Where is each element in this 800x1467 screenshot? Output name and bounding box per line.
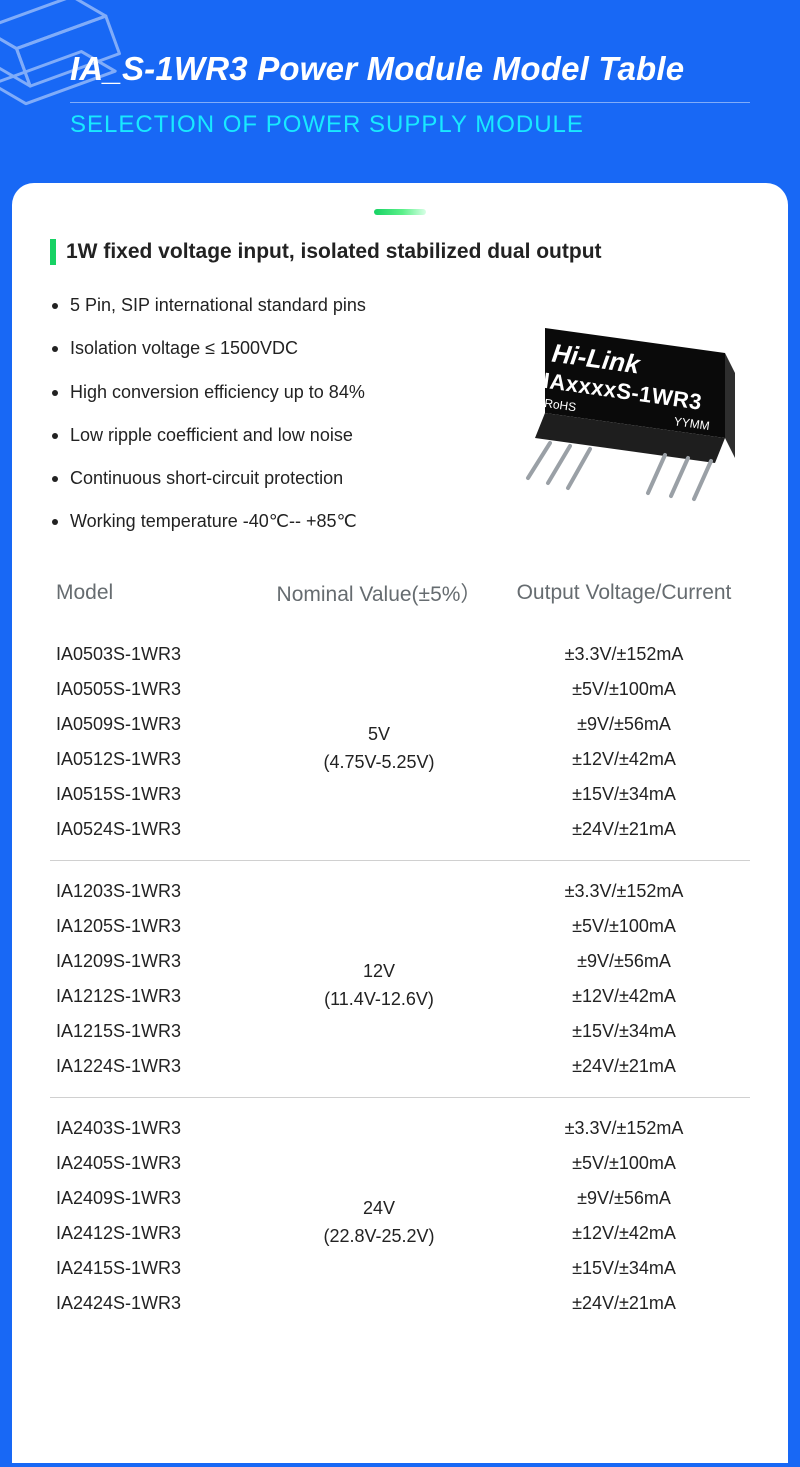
cell-model: IA0505S-1WR3 [50,672,260,707]
hero: IA_S-1WR3 Power Module Model Table SELEC… [0,0,800,169]
cell-model: IA0524S-1WR3 [50,812,260,861]
table-group: IA2403S-1WR324V(22.8V-25.2V)±3.3V/±152mA… [50,1098,750,1335]
cell-output: ±9V/±56mA [498,1181,750,1216]
cell-output: ±12V/±42mA [498,742,750,777]
cell-output: ±3.3V/±152mA [498,861,750,910]
cell-output: ±24V/±21mA [498,1286,750,1334]
nominal-range: (11.4V-12.6V) [266,986,492,1014]
feature-item: High conversion efficiency up to 84% [50,380,470,405]
cell-output: ±9V/±56mA [498,707,750,742]
cell-model: IA1215S-1WR3 [50,1014,260,1049]
table-header: Model Nominal Value(±5%） Output Voltage/… [50,570,750,624]
cell-output: ±3.3V/±152mA [498,624,750,672]
cell-model: IA2424S-1WR3 [50,1286,260,1334]
nominal-value: 5V [266,721,492,749]
table-group: IA1203S-1WR312V(11.4V-12.6V)±3.3V/±152mA… [50,861,750,1098]
cell-model: IA1203S-1WR3 [50,861,260,910]
cell-nominal: 5V(4.75V-5.25V) [260,624,498,861]
cell-output: ±24V/±21mA [498,812,750,861]
cell-model: IA2415S-1WR3 [50,1251,260,1286]
feature-item: 5 Pin, SIP international standard pins [50,293,470,318]
cell-output: ±5V/±100mA [498,1146,750,1181]
nominal-value: 24V [266,1195,492,1223]
table-group: IA0503S-1WR35V(4.75V-5.25V)±3.3V/±152mAI… [50,624,750,861]
model-table: Model Nominal Value(±5%） Output Voltage/… [50,570,750,1334]
feature-item: Isolation voltage ≤ 1500VDC [50,336,470,361]
col-nominal: Nominal Value(±5%） [260,570,498,624]
page-title: IA_S-1WR3 Power Module Model Table [70,50,750,88]
content-card: 1W fixed voltage input, isolated stabili… [12,183,788,1463]
cell-output: ±15V/±34mA [498,777,750,812]
table-row: IA2403S-1WR324V(22.8V-25.2V)±3.3V/±152mA [50,1098,750,1147]
cell-output: ±15V/±34mA [498,1251,750,1286]
cell-model: IA2405S-1WR3 [50,1146,260,1181]
nominal-range: (22.8V-25.2V) [266,1223,492,1251]
cell-output: ±12V/±42mA [498,979,750,1014]
cell-output: ±5V/±100mA [498,909,750,944]
feature-item: Working temperature -40℃-- +85℃ [50,509,470,534]
nominal-range: (4.75V-5.25V) [266,749,492,777]
feature-row: 5 Pin, SIP international standard pins I… [50,293,750,552]
col-output: Output Voltage/Current [498,570,750,624]
cell-model: IA2409S-1WR3 [50,1181,260,1216]
accent-bar [374,209,426,215]
cell-model: IA0512S-1WR3 [50,742,260,777]
table-row: IA1203S-1WR312V(11.4V-12.6V)±3.3V/±152mA [50,861,750,910]
cell-model: IA2403S-1WR3 [50,1098,260,1147]
cell-output: ±24V/±21mA [498,1049,750,1098]
section-title: 1W fixed voltage input, isolated stabili… [50,239,750,265]
cell-output: ±9V/±56mA [498,944,750,979]
nominal-value: 12V [266,958,492,986]
cell-model: IA1224S-1WR3 [50,1049,260,1098]
cell-output: ±15V/±34mA [498,1014,750,1049]
cell-model: IA1205S-1WR3 [50,909,260,944]
feature-item: Low ripple coefficient and low noise [50,423,470,448]
cell-nominal: 24V(22.8V-25.2V) [260,1098,498,1335]
cell-model: IA1209S-1WR3 [50,944,260,979]
power-module-icon: Hi-Link IAxxxxS-1WR3 •RoHS YYMM [490,293,750,503]
feature-item: Continuous short-circuit protection [50,466,470,491]
cell-model: IA0503S-1WR3 [50,624,260,672]
feature-list: 5 Pin, SIP international standard pins I… [50,293,470,552]
cell-model: IA2412S-1WR3 [50,1216,260,1251]
cell-model: IA1212S-1WR3 [50,979,260,1014]
cell-nominal: 12V(11.4V-12.6V) [260,861,498,1098]
table-row: IA0503S-1WR35V(4.75V-5.25V)±3.3V/±152mA [50,624,750,672]
cell-output: ±5V/±100mA [498,672,750,707]
col-model: Model [50,570,260,624]
cell-output: ±12V/±42mA [498,1216,750,1251]
cell-model: IA0515S-1WR3 [50,777,260,812]
cell-model: IA0509S-1WR3 [50,707,260,742]
page-subtitle: SELECTION OF POWER SUPPLY MODULE [70,102,750,139]
page: IA_S-1WR3 Power Module Model Table SELEC… [0,0,800,1467]
cell-output: ±3.3V/±152mA [498,1098,750,1147]
